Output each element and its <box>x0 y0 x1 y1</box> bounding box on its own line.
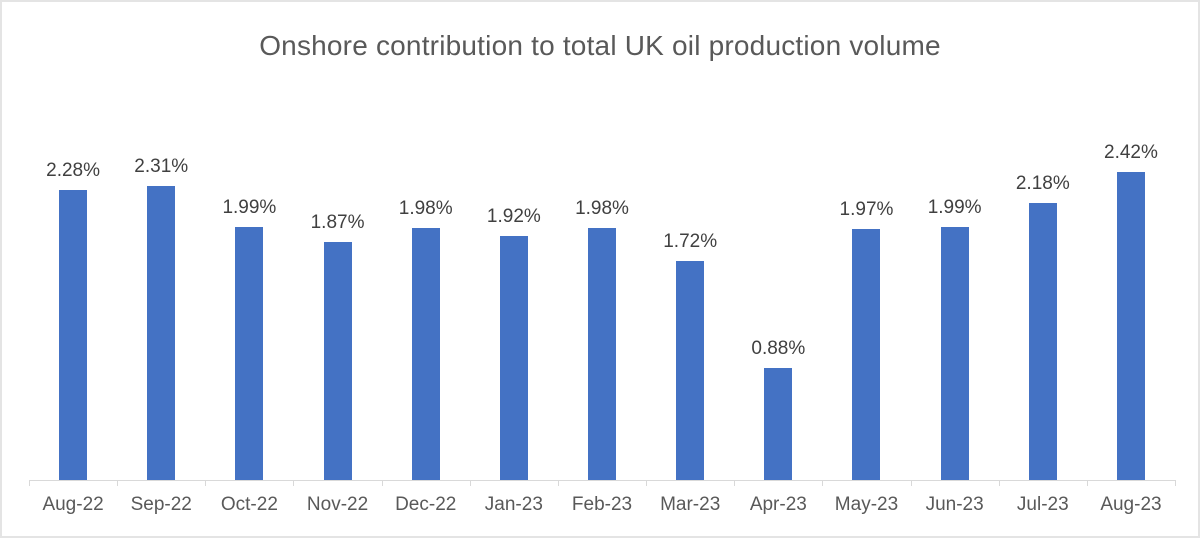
bar <box>59 190 88 480</box>
bar <box>1028 203 1057 480</box>
bar <box>1116 172 1145 480</box>
axis-tick <box>1175 480 1176 486</box>
bar-data-label: 1.87% <box>310 212 365 233</box>
bar-group-Jan-23: 1.92% <box>470 2 558 480</box>
x-axis-label: Feb-23 <box>571 494 633 515</box>
bar-group-Aug-22: 2.28% <box>29 2 117 480</box>
axis-tick <box>205 480 206 486</box>
bar <box>147 186 176 480</box>
bar-data-label: 2.42% <box>1104 142 1158 163</box>
axis-tick <box>293 480 294 486</box>
axis-tick <box>646 480 647 486</box>
bar-group-Jul-23: 2.18% <box>999 2 1087 480</box>
bar-data-label: 2.18% <box>1015 173 1070 194</box>
x-axis-label: Jan-23 <box>484 494 543 515</box>
bar <box>588 228 617 480</box>
plot-area: 2.28% 2.31% 1.99% 1.87% 1.98% 1.92% 1.98% 1.72%… <box>29 2 1175 480</box>
bar-data-label: 2.28% <box>46 160 101 181</box>
bar-data-label: 1.98% <box>398 198 453 219</box>
axis-tick <box>911 480 912 486</box>
bar <box>411 228 440 480</box>
bar <box>852 229 881 480</box>
bar-group-Mar-23: 1.72% <box>646 2 734 480</box>
bar-group-Feb-23: 1.98% <box>558 2 646 480</box>
x-axis-label: Nov-22 <box>306 494 369 515</box>
x-axis-label: Sep-22 <box>130 494 192 515</box>
bar-group-Oct-22: 1.99% <box>205 2 293 480</box>
x-axis-line <box>29 480 1175 481</box>
bar-group-May-23: 1.97% <box>822 2 910 480</box>
x-axis-labels: Aug-22 Sep-22 Oct-22 Nov-22 Dec-22 Jan-23 Feb-… <box>29 494 1175 516</box>
bar-group-Dec-22: 1.98% <box>382 2 470 480</box>
axis-tick <box>1087 480 1088 486</box>
bar-group-Apr-23: 0.88% <box>734 2 822 480</box>
x-axis-label: Apr-23 <box>749 494 807 515</box>
axis-tick <box>558 480 559 486</box>
x-axis-label: Dec-22 <box>395 494 457 515</box>
axis-tick <box>117 480 118 486</box>
axis-tick <box>734 480 735 486</box>
bar-group-Aug-23: 2.42% <box>1087 2 1175 480</box>
axis-tick <box>470 480 471 486</box>
bar-data-label: 1.72% <box>663 231 718 252</box>
bar-data-label: 0.88% <box>751 338 806 359</box>
bar-group-Nov-22: 1.87% <box>293 2 381 480</box>
bar <box>940 227 969 480</box>
chart-title: Onshore contribution to total UK oil pro… <box>259 30 941 61</box>
bar-group-Jun-23: 1.99% <box>911 2 999 480</box>
x-axis-label: Aug-22 <box>42 494 104 515</box>
x-axis-label: Jun-23 <box>925 494 984 515</box>
bar-data-label: 2.31% <box>134 156 189 177</box>
bar-data-label: 1.92% <box>486 206 541 227</box>
bar <box>764 368 793 480</box>
bar-group-Sep-22: 2.31% <box>117 2 205 480</box>
x-axis-label: Mar-23 <box>660 494 721 515</box>
x-axis-label: Oct-22 <box>220 494 278 515</box>
axis-tick <box>382 480 383 486</box>
bar <box>323 242 352 480</box>
axis-tick <box>29 480 30 486</box>
x-axis-label: Aug-23 <box>1100 494 1162 515</box>
bar <box>676 261 705 480</box>
bar <box>499 236 528 480</box>
axis-tick <box>822 480 823 486</box>
x-axis-label: Jul-23 <box>1016 494 1069 515</box>
bar-data-label: 1.99% <box>927 197 982 218</box>
bar <box>235 227 264 480</box>
axis-tick <box>999 480 1000 486</box>
bar-data-label: 1.98% <box>575 198 629 219</box>
bar-data-label: 1.97% <box>839 199 894 220</box>
x-axis-label: May-23 <box>834 494 899 515</box>
bar-data-label: 1.99% <box>222 197 277 218</box>
